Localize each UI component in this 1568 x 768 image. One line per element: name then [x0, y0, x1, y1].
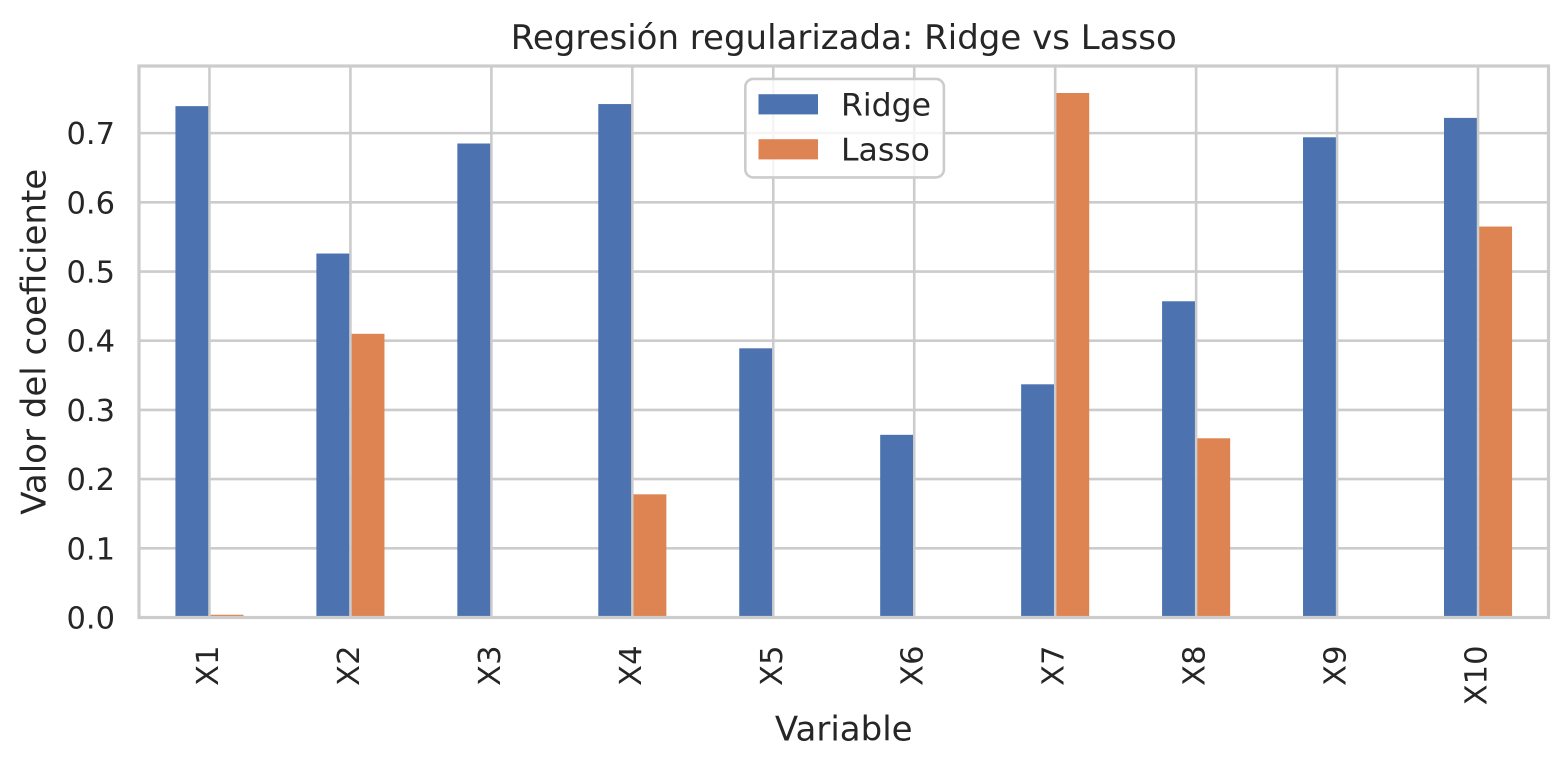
- grid-lines: [139, 66, 1549, 619]
- x-tick-labels: X1 X2 X3 X4 X5 X6 X7 X8 X9 X10: [191, 646, 1495, 706]
- bar-ridge-x9: [1303, 137, 1336, 618]
- x-tick-label: X1: [191, 646, 226, 686]
- bar-lasso-x2: [351, 333, 385, 618]
- bar-ridge-x4: [598, 104, 632, 618]
- x-tick-label: X3: [473, 646, 508, 686]
- y-tick-label: 0.3: [66, 394, 115, 429]
- bar-ridge-x1: [175, 106, 209, 618]
- y-tick-labels: 0.0 0.1 0.2 0.3 0.4 0.5 0.6 0.7: [66, 117, 115, 636]
- bars: [175, 92, 1513, 618]
- y-tick-label: 0.6: [66, 186, 115, 221]
- bar-ridge-x2: [316, 253, 350, 618]
- y-tick-label: 0.0: [66, 602, 115, 637]
- legend: Ridge Lasso: [743, 77, 946, 179]
- chart-title: Regresión regularizada: Ridge vs Lasso: [511, 18, 1177, 58]
- y-axis-label: Valor del coeficiente: [15, 169, 55, 515]
- x-tick-label: X9: [1319, 646, 1354, 686]
- legend-swatch-lasso: [758, 139, 818, 160]
- legend-label-ridge: Ridge: [841, 88, 931, 124]
- x-tick-label: X4: [614, 646, 649, 686]
- plot-border: [137, 64, 1551, 620]
- x-tick-label: X7: [1037, 646, 1072, 686]
- y-tick-label: 0.4: [66, 325, 115, 360]
- y-tick-label: 0.7: [66, 117, 115, 152]
- x-tick-label: X6: [896, 646, 931, 686]
- legend-swatch-ridge: [758, 94, 818, 115]
- y-tick-label: 0.2: [66, 463, 115, 498]
- bar-lasso-x8: [1197, 438, 1231, 618]
- x-tick-label: X2: [332, 646, 367, 686]
- bar-ridge-x8: [1162, 301, 1195, 618]
- bar-lasso-x7: [1056, 92, 1090, 618]
- x-tick-label: X8: [1178, 646, 1213, 686]
- bar-ridge-x10: [1443, 117, 1477, 618]
- bar-lasso-x10: [1479, 226, 1513, 618]
- bar-ridge-x3: [457, 143, 491, 618]
- legend-label-lasso: Lasso: [841, 133, 930, 169]
- bar-ridge-x6: [880, 434, 914, 618]
- x-axis-label: Variable: [775, 710, 913, 750]
- bar-ridge-x5: [739, 348, 773, 618]
- x-tick-label: X5: [755, 646, 790, 686]
- y-tick-label: 0.1: [66, 532, 115, 567]
- bar-lasso-x4: [633, 494, 667, 618]
- bar-ridge-x7: [1021, 384, 1054, 618]
- y-tick-label: 0.5: [66, 256, 115, 291]
- x-tick-label: X10: [1460, 646, 1495, 706]
